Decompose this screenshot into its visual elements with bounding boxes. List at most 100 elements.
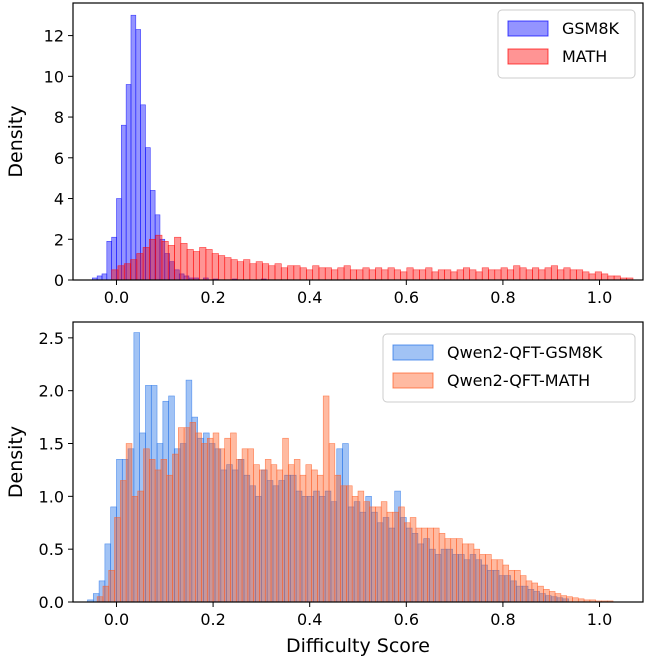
histogram-bar <box>400 271 408 281</box>
histogram-bar <box>450 271 458 281</box>
histogram-bar <box>331 269 339 281</box>
y-tick-label: 12 <box>44 27 64 46</box>
legend-label: Qwen2-QFT-GSM8K <box>447 343 603 362</box>
histogram-bar <box>444 538 452 603</box>
histogram-bar <box>96 596 104 603</box>
histogram-bar <box>121 124 127 281</box>
histogram-bar <box>425 267 433 281</box>
histogram-bar <box>531 582 539 603</box>
histogram-bar <box>554 593 562 603</box>
histogram-bar <box>241 448 249 603</box>
histogram-bar <box>479 554 486 603</box>
histogram-bar <box>343 265 351 281</box>
histogram-bar <box>172 453 179 603</box>
x-tick-label: 0.0 <box>104 288 129 307</box>
y-tick-label: 1.5 <box>39 435 64 454</box>
histogram-bar <box>312 265 320 281</box>
histogram-bar <box>356 269 364 281</box>
histogram-bar <box>496 559 504 603</box>
histogram-bar <box>155 234 163 281</box>
histogram-bar <box>431 271 439 281</box>
y-tick-label: 0.5 <box>39 540 64 559</box>
histogram-bar <box>293 459 301 603</box>
y-tick-label: 2.5 <box>39 329 64 348</box>
histogram-bar <box>255 261 263 281</box>
histogram-bar <box>224 257 232 281</box>
histogram-bar <box>280 267 288 281</box>
histogram-bar <box>582 271 590 281</box>
histogram-bar <box>253 464 260 603</box>
histogram-bar <box>380 501 388 603</box>
histogram-bar <box>469 269 477 281</box>
histogram-bar <box>218 255 226 281</box>
histogram-bar <box>224 437 231 603</box>
histogram-bar <box>318 267 326 281</box>
y-axis-label: Density <box>5 105 27 177</box>
histogram-bar <box>386 511 394 603</box>
histogram-bar <box>502 564 510 603</box>
histogram-bar <box>572 597 579 603</box>
histogram-bar <box>550 265 558 281</box>
legend: GSM8K MATH <box>497 9 636 79</box>
histogram-bar <box>230 259 238 281</box>
histogram-bar <box>544 267 552 281</box>
histogram-bar <box>346 485 353 603</box>
histogram-bar <box>613 275 621 281</box>
y-tick-label: 2.0 <box>39 382 64 401</box>
histogram-bar <box>392 511 399 603</box>
histogram-bar <box>120 480 127 603</box>
histogram-bar <box>404 522 411 603</box>
x-tick-label: 0.2 <box>200 610 225 629</box>
histogram-bar <box>427 527 434 603</box>
histogram-bar <box>381 269 389 281</box>
histogram-bar <box>438 533 446 603</box>
histogram-bar <box>166 474 173 603</box>
x-tick-label: 0.0 <box>104 610 129 629</box>
y-tick-label: 2 <box>54 230 64 249</box>
histogram-bar <box>337 267 345 281</box>
histogram-bar <box>125 443 133 603</box>
histogram-bar <box>218 448 225 603</box>
histogram-bar <box>488 269 496 281</box>
histogram-bar <box>520 575 527 603</box>
histogram-bar <box>569 269 577 281</box>
histogram-bar <box>375 506 382 603</box>
histogram-bar <box>149 238 157 281</box>
histogram-bar <box>393 269 401 281</box>
x-tick-label: 0.6 <box>394 288 419 307</box>
legend-swatch <box>392 372 434 389</box>
histogram-bar <box>462 543 469 603</box>
histogram-bar <box>467 543 475 603</box>
y-tick-label: 1.0 <box>39 487 64 506</box>
histogram-bar <box>154 469 162 603</box>
histogram-bar <box>299 474 307 603</box>
histogram-bar <box>607 275 615 281</box>
legend-box <box>382 333 636 403</box>
histogram-bar <box>236 261 244 281</box>
histogram-bar <box>481 267 489 281</box>
histogram-bar <box>247 448 254 603</box>
histogram-bar <box>369 506 376 603</box>
histogram-bar <box>311 469 318 603</box>
histogram-bar <box>525 269 533 281</box>
x-tick-label: 0.2 <box>200 288 225 307</box>
y-tick-label: 10 <box>44 67 64 86</box>
histogram-bar <box>349 269 357 281</box>
histogram-bar <box>183 427 191 603</box>
histogram-bar <box>101 273 108 281</box>
histogram-bar <box>444 269 452 281</box>
histogram-bar <box>178 427 185 603</box>
histogram-bar <box>601 273 609 281</box>
x-tick-label: 1.0 <box>587 288 612 307</box>
x-tick-label: 0.6 <box>394 610 419 629</box>
histogram-bar <box>450 538 457 603</box>
histogram-bar <box>230 432 237 603</box>
legend-swatch <box>507 20 549 37</box>
histogram-bar <box>351 496 359 603</box>
histogram-bar <box>288 464 295 603</box>
histogram-bar <box>270 464 278 603</box>
histogram-bar <box>506 269 514 281</box>
histogram-bar <box>114 517 121 603</box>
y-axis-label: Density <box>5 426 27 498</box>
